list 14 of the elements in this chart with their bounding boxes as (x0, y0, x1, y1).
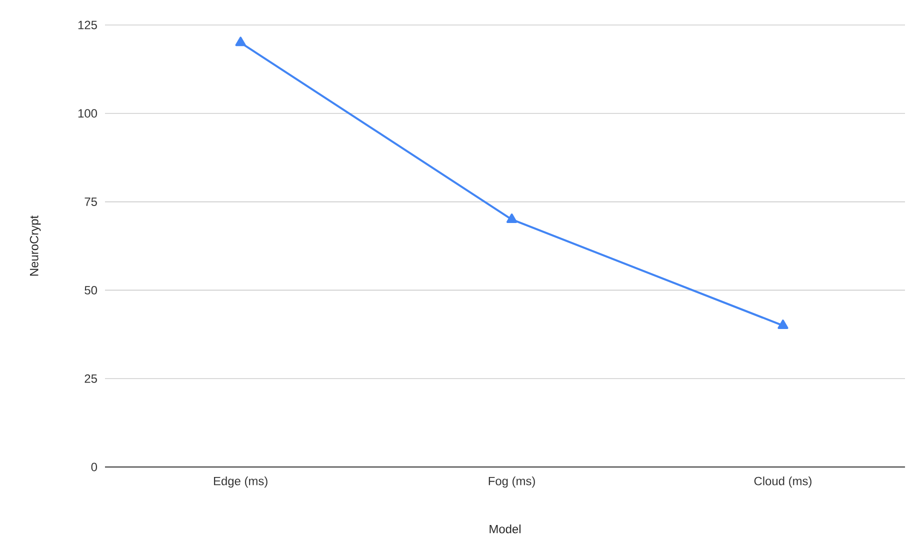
x-tick-label: Cloud (ms) (754, 476, 812, 488)
x-tick-label: Edge (ms) (214, 476, 268, 488)
y-tick-label: 25 (84, 374, 97, 383)
y-tick-label: 75 (84, 198, 97, 206)
point (235, 36, 246, 46)
point (506, 213, 518, 223)
x-axis-title: Model (490, 524, 520, 534)
y-tick-label: 0 (91, 462, 98, 472)
y-axis-title: NeuroCrypt (30, 216, 41, 276)
y-tick-label: 125 (78, 20, 97, 30)
y-tick-label: 50 (84, 286, 98, 294)
x-tick-label: Fog (ms) (488, 476, 535, 488)
point (778, 320, 788, 330)
y-tick-label: 100 (78, 109, 98, 118)
